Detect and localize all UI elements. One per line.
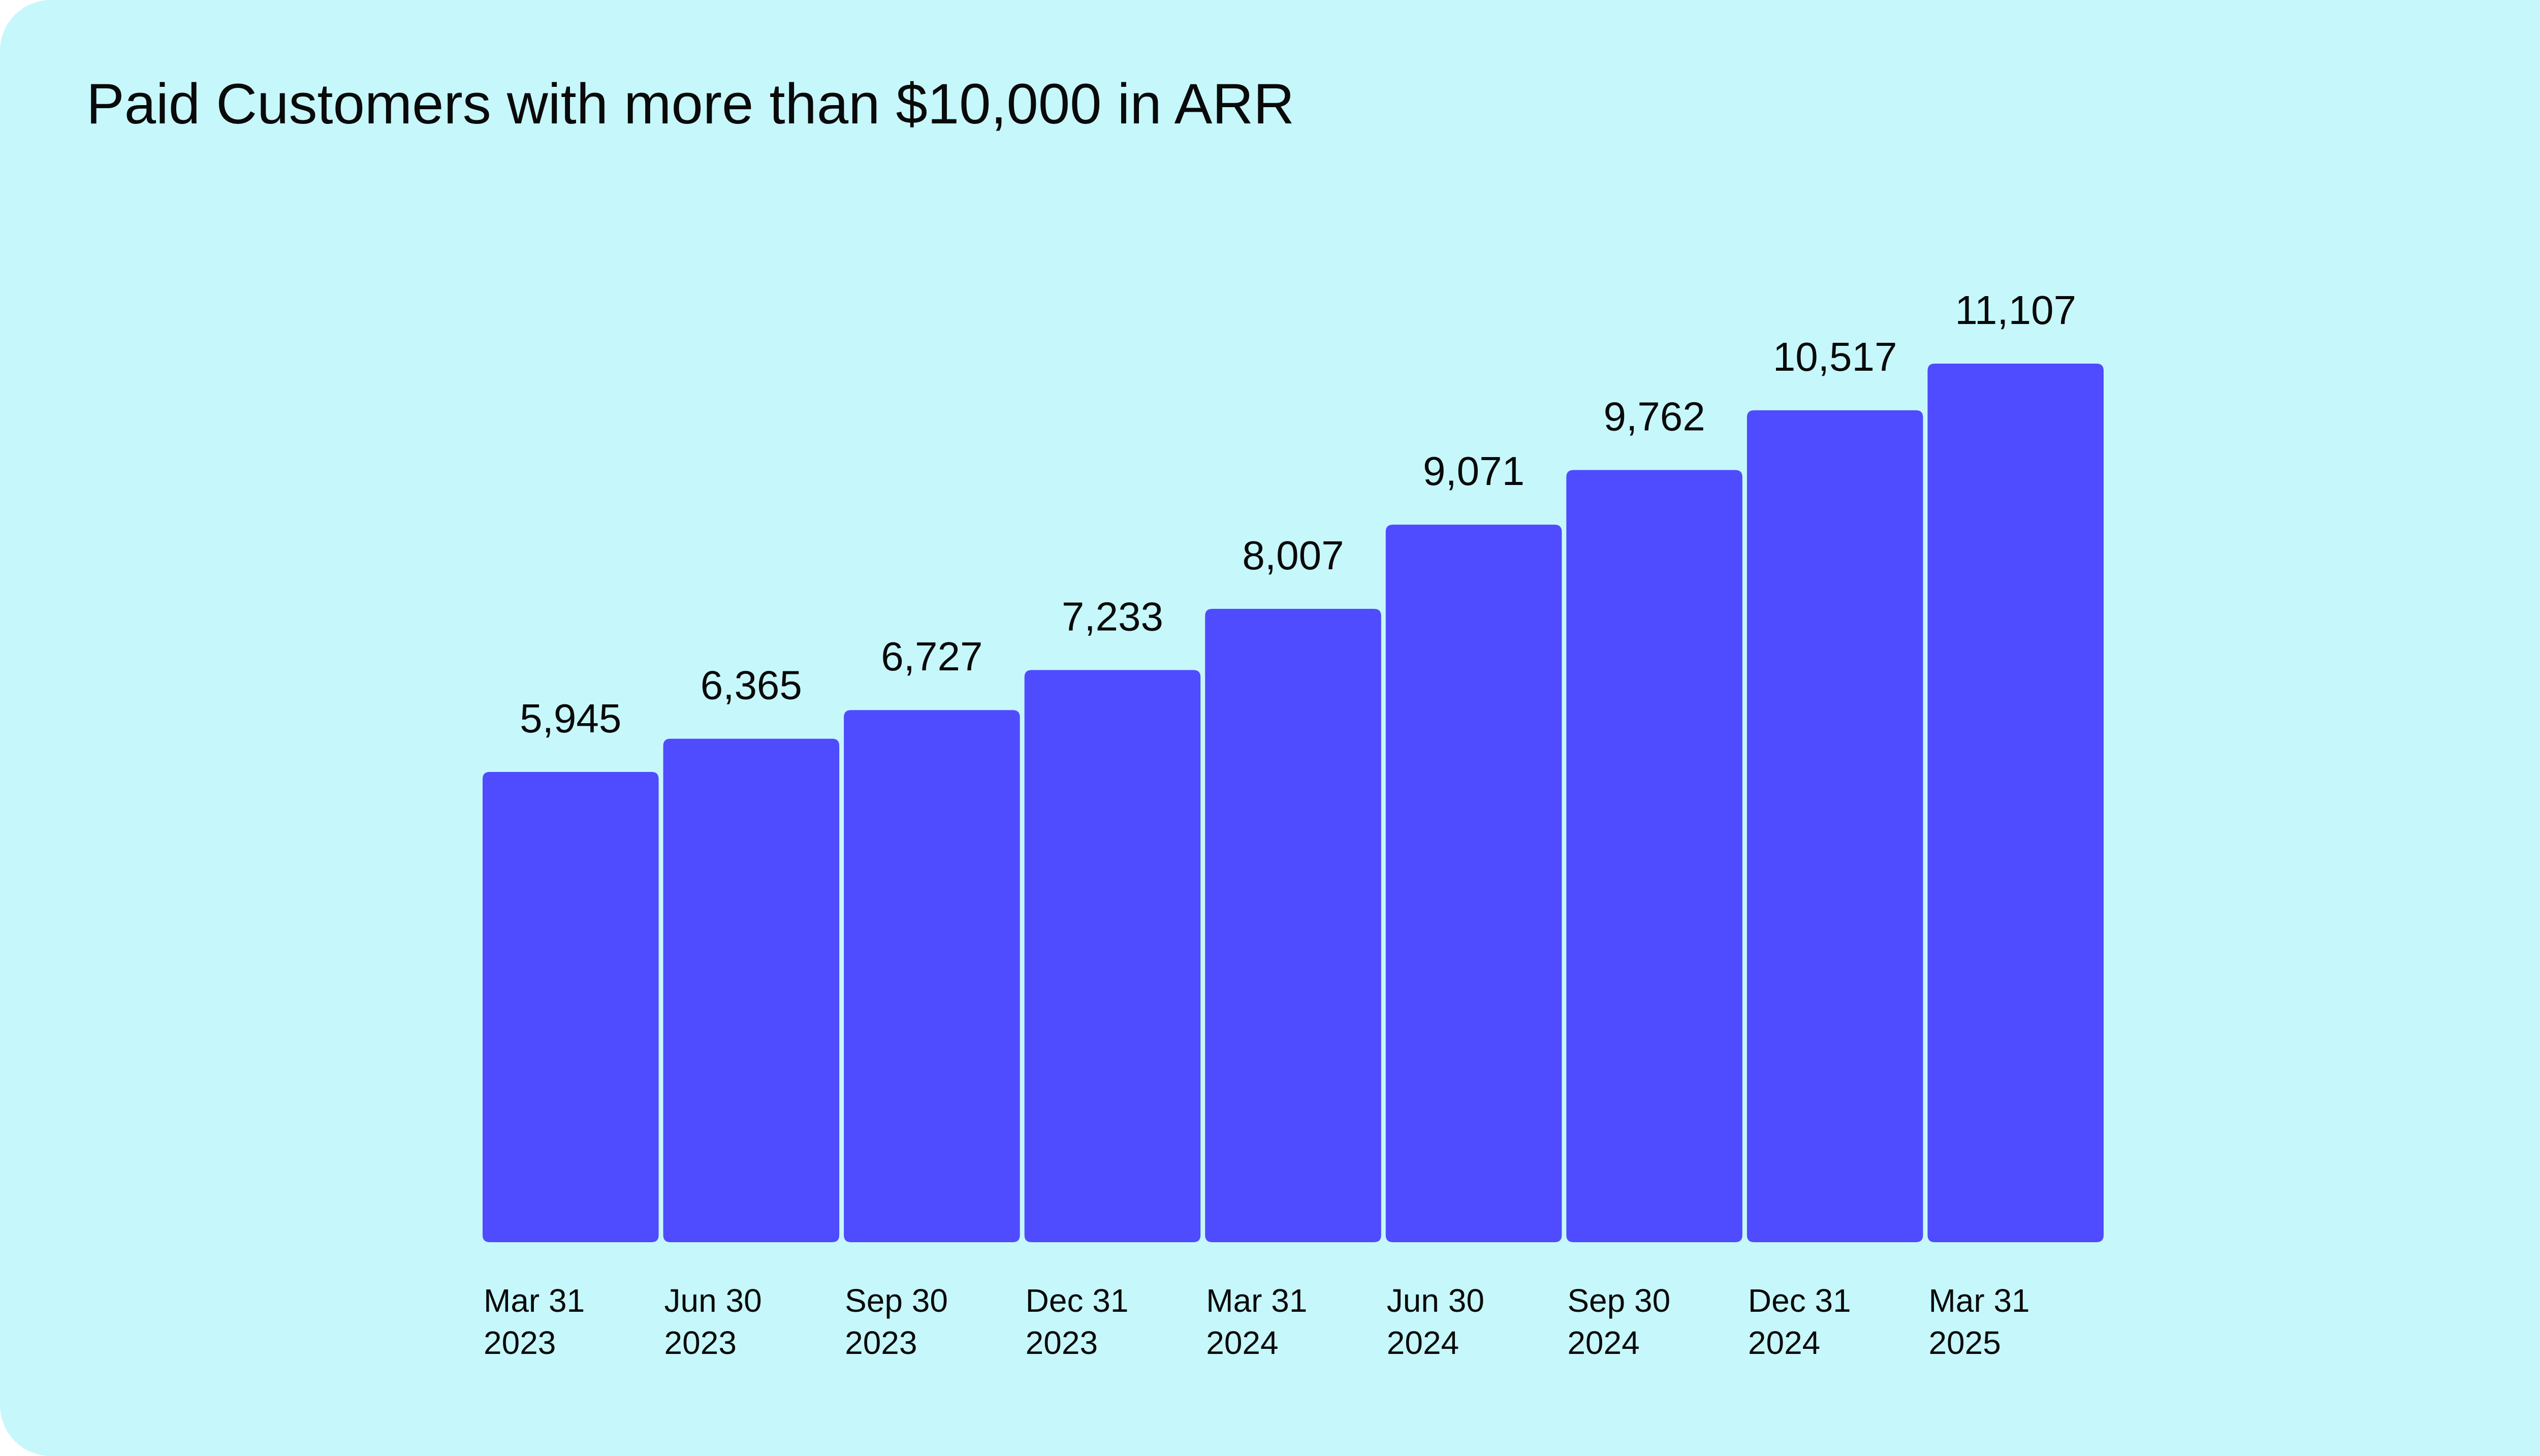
x-tick-label-3-0: Dec 31	[1026, 1282, 1129, 1319]
x-tick-label-0-1: 2023	[484, 1324, 556, 1361]
x-tick-label-2-1: 2023	[845, 1324, 917, 1361]
bar-8	[1927, 364, 2104, 1242]
x-tick-label-5-1: 2024	[1387, 1324, 1459, 1361]
bar-5	[1385, 525, 1562, 1242]
data-label-3: 7,233	[1062, 594, 1163, 639]
x-tick-label-3-1: 2023	[1026, 1324, 1098, 1361]
data-label-8: 11,107	[1955, 287, 2076, 333]
x-tick-label-1-1: 2023	[664, 1324, 737, 1361]
bar-0	[483, 772, 659, 1242]
x-tick-label-8-0: Mar 31	[1928, 1282, 2029, 1319]
x-tick-label-4-1: 2024	[1206, 1324, 1278, 1361]
bar-7	[1747, 410, 1923, 1242]
data-label-0: 5,945	[520, 696, 621, 741]
data-label-6: 9,762	[1604, 394, 1705, 439]
bar-6	[1566, 470, 1742, 1242]
x-tick-label-1-0: Jun 30	[664, 1282, 762, 1319]
data-label-7: 10,517	[1773, 334, 1897, 379]
chart-title: Paid Customers with more than $10,000 in…	[86, 72, 1295, 136]
x-tick-label-2-0: Sep 30	[845, 1282, 948, 1319]
bar-3	[1024, 670, 1201, 1242]
bar-1	[663, 738, 840, 1242]
x-tick-label-7-0: Dec 31	[1748, 1282, 1851, 1319]
x-tick-label-7-1: 2024	[1748, 1324, 1820, 1361]
x-tick-label-5-0: Jun 30	[1387, 1282, 1484, 1319]
data-label-5: 9,071	[1423, 448, 1525, 494]
x-tick-label-6-0: Sep 30	[1567, 1282, 1670, 1319]
x-tick-label-4-0: Mar 31	[1206, 1282, 1307, 1319]
x-tick-label-0-0: Mar 31	[484, 1282, 585, 1319]
x-tick-label-8-1: 2025	[1928, 1324, 2001, 1361]
bar-4	[1205, 608, 1381, 1242]
data-label-4: 8,007	[1242, 533, 1344, 578]
bar-2	[844, 710, 1020, 1242]
data-label-2: 6,727	[881, 634, 982, 679]
x-tick-label-6-1: 2024	[1567, 1324, 1639, 1361]
data-label-1: 6,365	[701, 663, 802, 708]
